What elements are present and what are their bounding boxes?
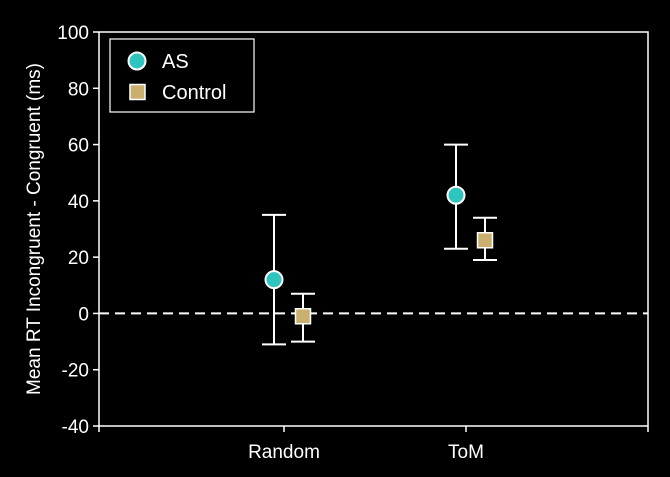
x-tick-label: ToM: [448, 442, 484, 463]
x-axis: Random ToM: [98, 426, 649, 463]
y-tick-label: -40: [62, 417, 89, 438]
y-tick-label: -20: [62, 361, 89, 382]
y-tick-label: 40: [68, 192, 89, 213]
y-axis: -40 -20 0 20 40 60 80 100: [57, 23, 99, 438]
y-axis-title: Mean RT Incongruent - Congruent (ms): [24, 63, 45, 395]
legend-label: AS: [162, 51, 189, 73]
legend-marker: [129, 83, 146, 101]
legend: AS Control: [109, 38, 255, 113]
data-point: [264, 270, 284, 290]
data-point: [446, 185, 466, 205]
y-tick-label: 20: [68, 248, 89, 269]
series-layer: [262, 143, 497, 346]
data-point: [476, 232, 494, 249]
legend-label: Control: [162, 82, 226, 104]
y-tick-label: 60: [68, 136, 89, 157]
plot-frame: [98, 31, 649, 427]
y-tick-label: 0: [78, 304, 89, 325]
y-tick-label: 80: [68, 79, 89, 100]
legend-marker: [127, 51, 147, 71]
x-tick-label: Random: [248, 442, 320, 463]
y-tick-label: 100: [57, 23, 89, 44]
data-point: [294, 307, 312, 325]
